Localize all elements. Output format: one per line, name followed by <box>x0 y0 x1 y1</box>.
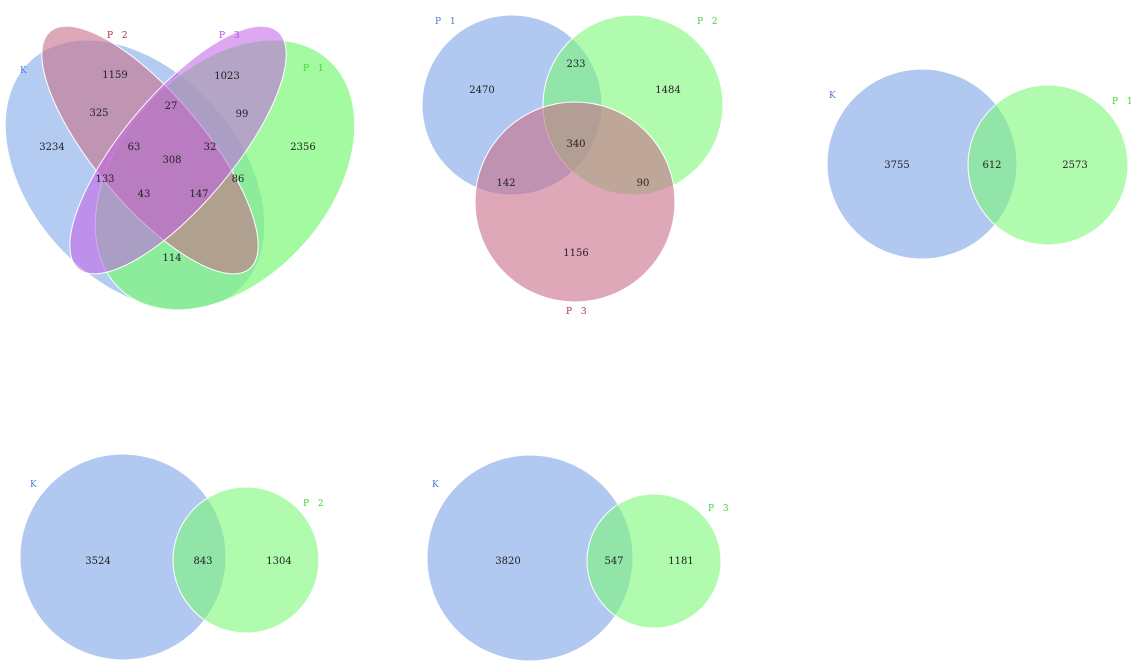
venn4-count-P2-P3-P1: 32 <box>204 142 217 153</box>
venn2-K-P1-label-K: K <box>829 91 839 101</box>
venn2-K-P1-count-P1: 2573 <box>1062 160 1087 171</box>
venn2-K-P2-label-K: K <box>30 480 40 490</box>
venn2-K-P3-count-both: 547 <box>604 556 623 567</box>
venn4-count-all: 308 <box>162 155 181 166</box>
venn2-K-P1-count-K: 3755 <box>884 160 909 171</box>
venn4-count-K-P3: 133 <box>95 174 114 185</box>
venn4-sets <box>4 25 356 311</box>
venn2-K-P1-set-P1 <box>967 84 1129 246</box>
venn4-count-P3-P1: 99 <box>236 109 249 120</box>
venn3-count-P2: 1484 <box>655 85 680 96</box>
venn2-K-P2-count-both: 843 <box>193 556 212 567</box>
venn3-count-P1-P2: 233 <box>566 59 585 70</box>
venn4-label-P2: P 2 <box>107 31 131 41</box>
venn4-label-K: K <box>20 66 30 76</box>
venn2-K-P3-label-P3: P 3 <box>708 504 732 514</box>
venn4-diagram: K P 2 P 3 P 1 3234 1159 1023 2356 325 27… <box>4 25 356 311</box>
venn4-count-P2: 1159 <box>102 70 127 81</box>
venn3-count-P2-P3: 90 <box>637 178 650 189</box>
venn4-count-K-P2-P3: 63 <box>128 142 141 153</box>
venn4-count-P2-P3: 27 <box>165 101 178 112</box>
venn3-count-P1-P3: 142 <box>496 178 515 189</box>
venn2-K-P2-label-P2: P 2 <box>303 499 327 509</box>
venn4-count-P2-P1: 86 <box>232 174 245 185</box>
venn3-label-P3: P 3 <box>566 307 590 317</box>
venn4-count-P3: 1023 <box>214 71 239 82</box>
venn3-count-P3: 1156 <box>563 248 588 259</box>
venn4-label-P1: P 1 <box>303 64 327 74</box>
venn3-count-all: 340 <box>566 139 585 150</box>
venn2-K-P3-set-P3 <box>586 493 722 629</box>
venn4-count-K-P2: 325 <box>89 108 108 119</box>
venn2-K-P3-count-P3: 1181 <box>668 556 693 567</box>
venn4-count-K: 3234 <box>39 142 64 153</box>
venn3-set-P3 <box>474 101 676 303</box>
venn2-K-P1-label-P1: P 1 <box>1112 97 1131 107</box>
venn4-count-K-P1: 114 <box>162 253 181 264</box>
venn4-set-P3 <box>69 25 287 275</box>
venn4-count-K-P2-P1: 147 <box>189 189 208 200</box>
venn2-K-P1-diagram: K P 1 3755 612 2573 <box>826 68 1131 260</box>
venn2-K-P2-set-P2 <box>172 486 320 634</box>
venn2-K-P3-count-K: 3820 <box>495 556 520 567</box>
venn2-K-P3-diagram: K P 3 3820 547 1181 <box>426 454 732 661</box>
venn4-count-K-P3-P1: 43 <box>138 189 151 200</box>
venn2-K-P1-count-both: 612 <box>982 160 1001 171</box>
venn3-label-P2: P 2 <box>697 17 721 27</box>
venn3-label-P1: P 1 <box>435 17 459 27</box>
venn3-diagram: P 1 P 2 P 3 2470 1484 233 340 142 90 115… <box>421 14 724 317</box>
venn3-count-P1: 2470 <box>469 85 494 96</box>
venn2-K-P3-label-K: K <box>432 480 442 490</box>
venn4-label-P3: P 3 <box>219 31 243 41</box>
venn4-count-P1: 2356 <box>290 142 315 153</box>
venn2-K-P2-diagram: K P 2 3524 843 1304 <box>19 453 327 661</box>
venn2-K-P2-count-P2: 1304 <box>266 556 291 567</box>
venn2-K-P2-count-K: 3524 <box>85 556 110 567</box>
